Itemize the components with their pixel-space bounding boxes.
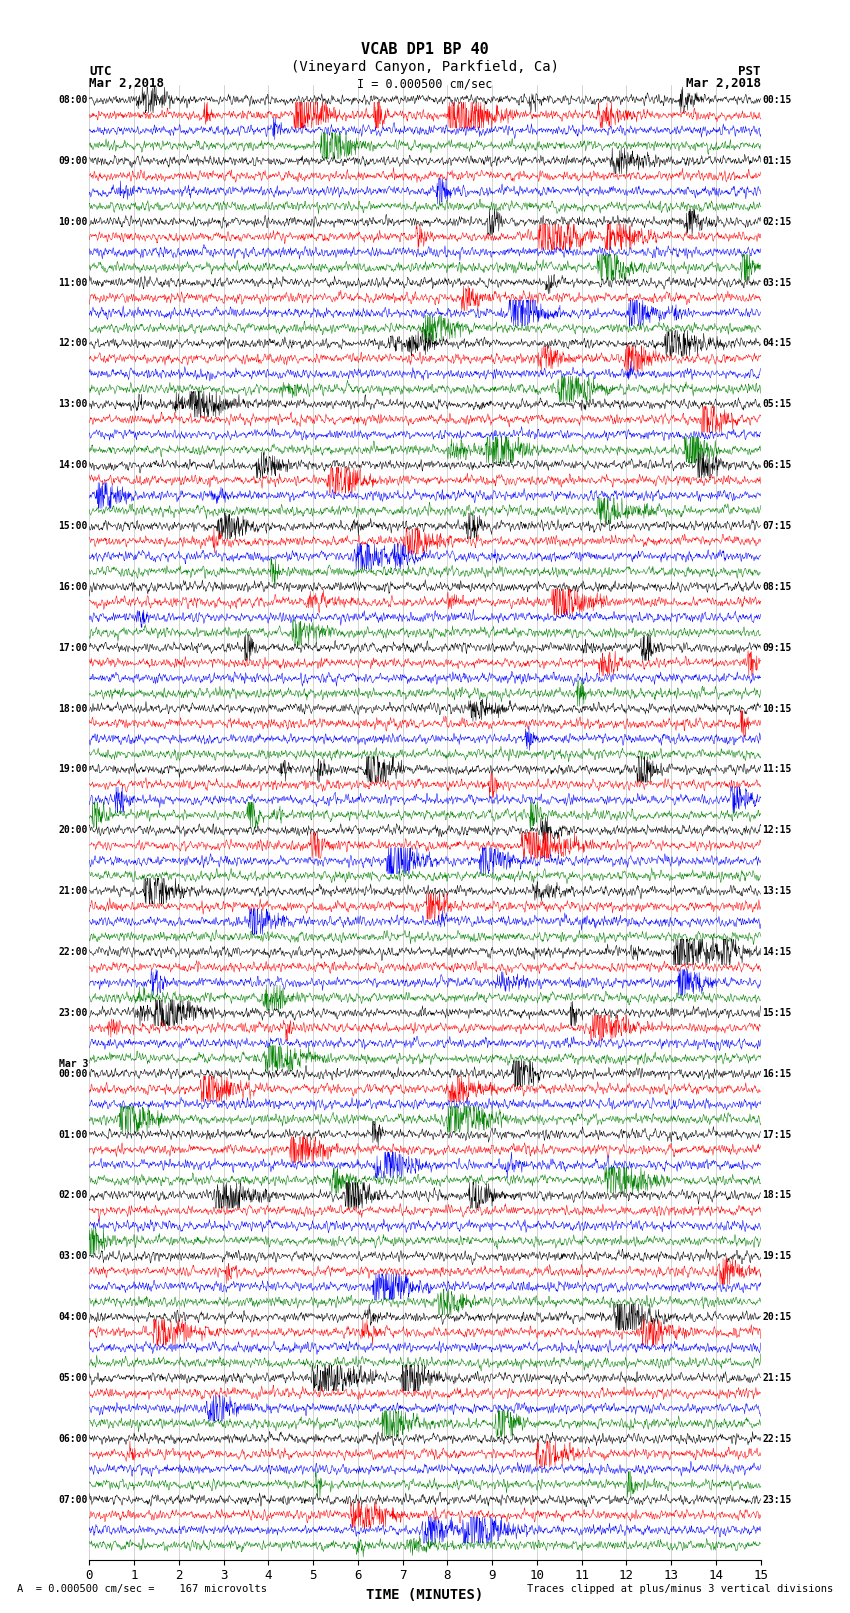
Text: 15:15: 15:15 [762, 1008, 791, 1018]
Text: 14:00: 14:00 [59, 460, 88, 469]
Text: Mar 3: Mar 3 [59, 1060, 88, 1069]
Text: 11:00: 11:00 [59, 277, 88, 287]
Text: 12:15: 12:15 [762, 826, 791, 836]
Text: 09:15: 09:15 [762, 642, 791, 653]
Text: 20:15: 20:15 [762, 1311, 791, 1323]
Text: 13:00: 13:00 [59, 400, 88, 410]
Text: 09:00: 09:00 [59, 156, 88, 166]
Text: 05:00: 05:00 [59, 1373, 88, 1382]
Text: 16:15: 16:15 [762, 1069, 791, 1079]
Text: 00:15: 00:15 [762, 95, 791, 105]
Text: Mar 2,2018: Mar 2,2018 [686, 77, 761, 90]
Text: 01:00: 01:00 [59, 1129, 88, 1139]
Text: 17:15: 17:15 [762, 1129, 791, 1139]
Text: 07:15: 07:15 [762, 521, 791, 531]
Text: 21:15: 21:15 [762, 1373, 791, 1382]
Text: 19:15: 19:15 [762, 1252, 791, 1261]
Text: 08:00: 08:00 [59, 95, 88, 105]
Text: 03:00: 03:00 [59, 1252, 88, 1261]
Text: 04:15: 04:15 [762, 339, 791, 348]
Text: Traces clipped at plus/minus 3 vertical divisions: Traces clipped at plus/minus 3 vertical … [527, 1584, 833, 1594]
Text: 05:15: 05:15 [762, 400, 791, 410]
Text: 19:00: 19:00 [59, 765, 88, 774]
Text: 07:00: 07:00 [59, 1495, 88, 1505]
Text: PST: PST [739, 65, 761, 77]
X-axis label: TIME (MINUTES): TIME (MINUTES) [366, 1589, 484, 1602]
Text: 18:00: 18:00 [59, 703, 88, 713]
Text: 04:00: 04:00 [59, 1311, 88, 1323]
Text: Mar 2,2018: Mar 2,2018 [89, 77, 164, 90]
Text: 12:00: 12:00 [59, 339, 88, 348]
Text: 02:00: 02:00 [59, 1190, 88, 1200]
Text: 10:00: 10:00 [59, 216, 88, 227]
Text: (Vineyard Canyon, Parkfield, Ca): (Vineyard Canyon, Parkfield, Ca) [291, 60, 559, 74]
Text: 15:00: 15:00 [59, 521, 88, 531]
Text: 22:00: 22:00 [59, 947, 88, 957]
Text: 23:15: 23:15 [762, 1495, 791, 1505]
Text: 22:15: 22:15 [762, 1434, 791, 1444]
Text: A  = 0.000500 cm/sec =    167 microvolts: A = 0.000500 cm/sec = 167 microvolts [17, 1584, 267, 1594]
Text: 06:15: 06:15 [762, 460, 791, 469]
Text: 13:15: 13:15 [762, 886, 791, 897]
Text: 20:00: 20:00 [59, 826, 88, 836]
Text: 18:15: 18:15 [762, 1190, 791, 1200]
Text: 21:00: 21:00 [59, 886, 88, 897]
Text: VCAB DP1 BP 40: VCAB DP1 BP 40 [361, 42, 489, 56]
Text: 16:00: 16:00 [59, 582, 88, 592]
Text: 17:00: 17:00 [59, 642, 88, 653]
Text: 23:00: 23:00 [59, 1008, 88, 1018]
Text: 02:15: 02:15 [762, 216, 791, 227]
Text: 08:15: 08:15 [762, 582, 791, 592]
Text: 10:15: 10:15 [762, 703, 791, 713]
Text: 11:15: 11:15 [762, 765, 791, 774]
Text: 06:00: 06:00 [59, 1434, 88, 1444]
Text: 01:15: 01:15 [762, 156, 791, 166]
Text: UTC: UTC [89, 65, 111, 77]
Text: 00:00: 00:00 [59, 1069, 88, 1079]
Text: 03:15: 03:15 [762, 277, 791, 287]
Text: I = 0.000500 cm/sec: I = 0.000500 cm/sec [357, 77, 493, 90]
Text: 14:15: 14:15 [762, 947, 791, 957]
